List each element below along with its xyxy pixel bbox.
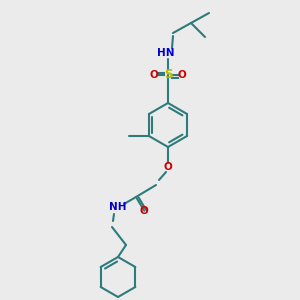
Text: O: O [164,162,172,172]
Text: HN: HN [157,48,175,58]
Text: NH: NH [109,202,127,212]
Text: O: O [140,206,148,216]
Text: S: S [164,68,172,82]
Text: O: O [178,70,186,80]
Text: O: O [150,70,158,80]
